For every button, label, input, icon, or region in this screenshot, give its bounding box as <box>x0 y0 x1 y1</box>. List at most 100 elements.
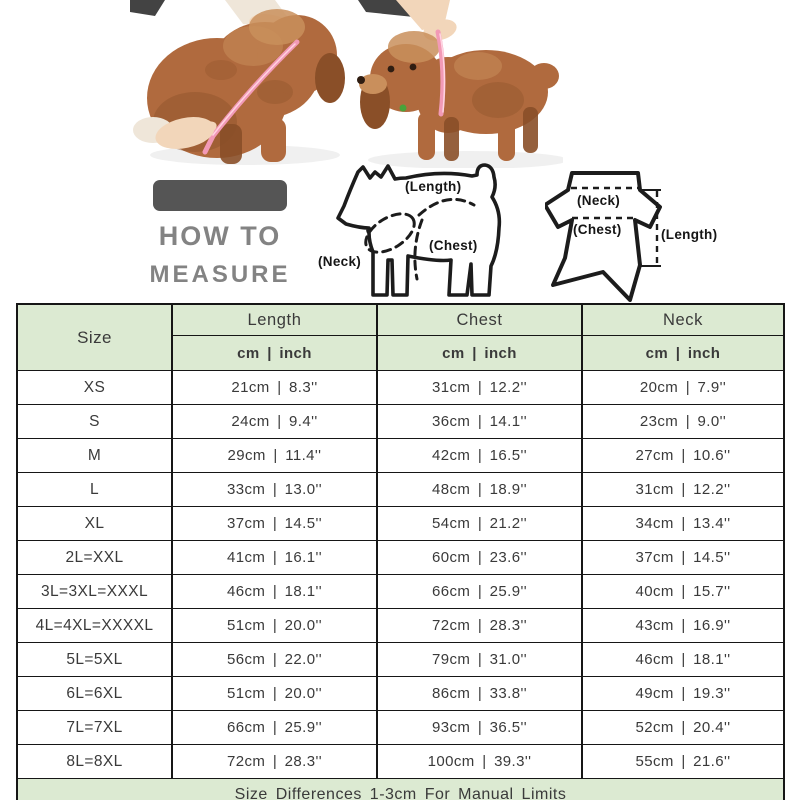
how-to-measure-heading: HOW TO <box>158 221 282 251</box>
cell-chest: 42cm | 16.5'' <box>376 438 583 473</box>
cell-chest: 79cm | 31.0'' <box>376 642 583 677</box>
table-units-row: cm | inch cm | inch cm | inch <box>17 335 785 371</box>
column-header-neck: Neck <box>581 303 785 336</box>
cell-size: 6L=6XL <box>16 676 173 711</box>
cell-size: 7L=7XL <box>16 710 173 745</box>
cell-size: 4L=4XL=XXXXL <box>16 608 173 643</box>
units-header-chest: cm | inch <box>376 335 583 371</box>
table-row: 5L=5XL 56cm | 22.0'' 79cm | 31.0'' 46cm … <box>16 642 785 677</box>
cell-length: 51cm | 20.0'' <box>171 676 378 711</box>
dog-length-label: (Length) <box>405 179 462 194</box>
cell-chest: 86cm | 33.8'' <box>376 676 583 711</box>
table-row: M 29cm | 11.4'' 42cm | 16.5'' 27cm | 10.… <box>16 438 785 473</box>
cell-neck: 43cm | 16.9'' <box>581 608 785 643</box>
cell-neck: 46cm | 18.1'' <box>581 642 785 677</box>
units-header-neck: cm | inch <box>581 335 785 371</box>
cell-size: XS <box>16 370 173 405</box>
table-header-row: Size Length Chest Neck <box>16 303 785 371</box>
cell-chest: 60cm | 23.6'' <box>376 540 583 575</box>
muzzle <box>359 74 387 94</box>
cell-length: 24cm | 9.4'' <box>171 404 378 439</box>
dog-chest-label: (Chest) <box>429 238 478 253</box>
poodle-back-view <box>147 9 345 164</box>
table-row: 3L=3XL=XXXL 46cm | 18.1'' 66cm | 25.9'' … <box>16 574 785 609</box>
eye <box>409 63 417 71</box>
cell-neck: 37cm | 14.5'' <box>581 540 785 575</box>
table-row: L 33cm | 13.0'' 48cm | 18.9'' 31cm | 12.… <box>16 472 785 507</box>
cell-length: 41cm | 16.1'' <box>171 540 378 575</box>
nose <box>357 76 365 84</box>
cell-length: 51cm | 20.0'' <box>171 608 378 643</box>
size-difference-note: Size Differences 1-3cm For Manual Limits <box>16 778 785 800</box>
garment-length-label: (Length) <box>661 227 718 242</box>
dog-measure-diagram <box>336 163 502 297</box>
length-measure-line <box>417 197 476 217</box>
photo-measuring-length <box>130 0 345 165</box>
cell-length: 46cm | 18.1'' <box>171 574 378 609</box>
table-footer-row: Size Differences 1-3cm For Manual Limits <box>16 778 785 800</box>
cell-neck: 20cm | 7.9'' <box>581 370 785 405</box>
cell-neck: 31cm | 12.2'' <box>581 472 785 507</box>
cell-neck: 49cm | 19.3'' <box>581 676 785 711</box>
column-header-size: Size <box>16 303 173 371</box>
how-to-measure-heading: MEASURE <box>149 261 291 288</box>
cell-size: 5L=5XL <box>16 642 173 677</box>
cell-neck: 40cm | 15.7'' <box>581 574 785 609</box>
tail <box>529 63 559 89</box>
dog-neck-label: (Neck) <box>318 254 362 269</box>
hand-illustration <box>155 117 215 149</box>
cell-size: 3L=3XL=XXXL <box>16 574 173 609</box>
eye <box>387 65 395 73</box>
measuring-tape <box>435 29 446 117</box>
cell-size: 2L=XXL <box>16 540 173 575</box>
collar-tag <box>399 104 407 112</box>
dog-outline <box>336 163 502 297</box>
brand-badge <box>153 180 287 211</box>
table-row: XS 21cm | 8.3'' 31cm | 12.2'' 20cm | 7.9… <box>16 370 785 405</box>
table-row: 4L=4XL=XXXXL 51cm | 20.0'' 72cm | 28.3''… <box>16 608 785 643</box>
cell-chest: 72cm | 28.3'' <box>376 608 583 643</box>
cell-neck: 27cm | 10.6'' <box>581 438 785 473</box>
cell-chest: 93cm | 36.5'' <box>376 710 583 745</box>
cell-size: M <box>16 438 173 473</box>
cell-chest: 54cm | 21.2'' <box>376 506 583 541</box>
table-row: 7L=7XL 66cm | 25.9'' 93cm | 36.5'' 52cm … <box>16 710 785 745</box>
garment-chest-label: (Chest) <box>573 222 622 237</box>
size-table-body: XS 21cm | 8.3'' 31cm | 12.2'' 20cm | 7.9… <box>16 370 785 779</box>
table-row: XL 37cm | 14.5'' 54cm | 21.2'' 34cm | 13… <box>16 506 785 541</box>
cell-length: 37cm | 14.5'' <box>171 506 378 541</box>
cell-length: 33cm | 13.0'' <box>171 472 378 507</box>
cell-chest: 100cm | 39.3'' <box>376 744 583 779</box>
photo-measuring-neck <box>357 0 563 168</box>
cell-size: S <box>16 404 173 439</box>
cell-length: 72cm | 28.3'' <box>171 744 378 779</box>
cell-length: 56cm | 22.0'' <box>171 642 378 677</box>
cell-neck: 52cm | 20.4'' <box>581 710 785 745</box>
cell-chest: 66cm | 25.9'' <box>376 574 583 609</box>
chest-measure-line <box>413 218 424 281</box>
cell-neck: 55cm | 21.6'' <box>581 744 785 779</box>
table-row: 6L=6XL 51cm | 20.0'' 86cm | 33.8'' 49cm … <box>16 676 785 711</box>
cell-size: XL <box>16 506 173 541</box>
cell-chest: 31cm | 12.2'' <box>376 370 583 405</box>
cell-neck: 23cm | 9.0'' <box>581 404 785 439</box>
cell-size: L <box>16 472 173 507</box>
column-header-chest: Chest <box>376 303 583 336</box>
cell-chest: 36cm | 14.1'' <box>376 404 583 439</box>
cell-length: 66cm | 25.9'' <box>171 710 378 745</box>
garment-measure-diagram <box>545 171 662 302</box>
units-header-length: cm | inch <box>171 335 378 371</box>
cell-length: 21cm | 8.3'' <box>171 370 378 405</box>
table-row: 8L=8XL 72cm | 28.3'' 100cm | 39.3'' 55cm… <box>16 744 785 779</box>
neck-measure-line <box>364 212 416 254</box>
length-extent-ticks <box>641 189 661 267</box>
garment-neck-label: (Neck) <box>577 193 621 208</box>
poodle-side-view <box>357 31 559 161</box>
cell-chest: 48cm | 18.9'' <box>376 472 583 507</box>
dark-sleeve <box>130 0 165 16</box>
table-row: S 24cm | 9.4'' 36cm | 14.1'' 23cm | 9.0'… <box>16 404 785 439</box>
cell-length: 29cm | 11.4'' <box>171 438 378 473</box>
column-header-length: Length <box>171 303 378 336</box>
cell-size: 8L=8XL <box>16 744 173 779</box>
